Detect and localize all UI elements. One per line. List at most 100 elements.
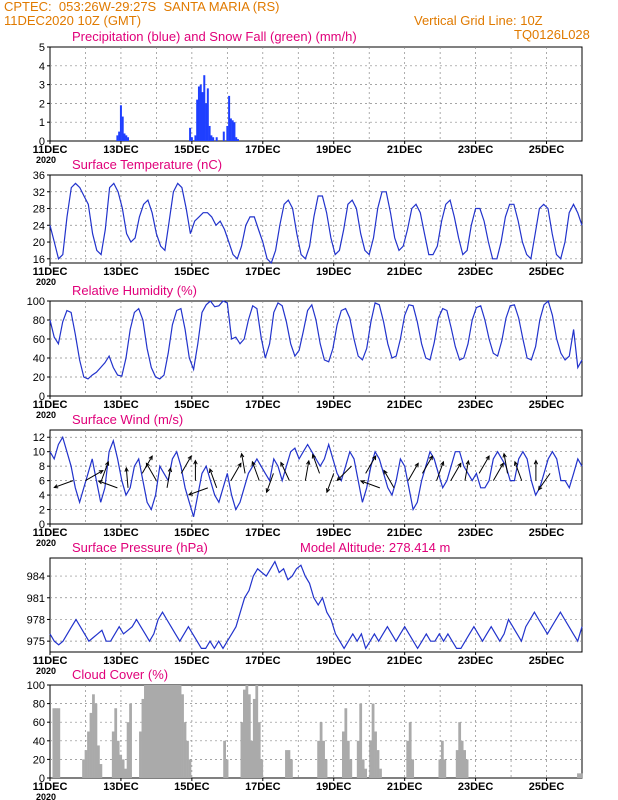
precip-year-label: 2020	[36, 155, 56, 165]
precip-bar	[121, 116, 124, 141]
temp-xtick-label: 23DEC	[458, 266, 494, 278]
precip-ytick-label: 2	[39, 98, 45, 110]
cloud-bar	[411, 759, 415, 778]
rh-ytick-label: 40	[33, 353, 45, 365]
precip-ytick-label: 0	[39, 136, 45, 148]
cloud-bar	[346, 740, 350, 778]
cloud-bar	[173, 685, 177, 778]
pressure-xtick-label: 17DEC	[245, 655, 281, 667]
cloud-bar	[114, 708, 118, 778]
temp-ytick-label: 28	[33, 204, 45, 216]
cloud-year-label: 2020	[36, 792, 56, 800]
cloud-bar	[57, 708, 61, 778]
cloud-xtick-label: 15DEC	[174, 781, 210, 793]
precip-xtick-label: 17DEC	[245, 144, 281, 156]
cloud-bar	[369, 740, 372, 778]
wind-arrow-head	[97, 480, 103, 485]
wind-arrow	[54, 480, 74, 488]
wind-year-label: 2020	[36, 538, 56, 548]
cloud-bar	[361, 759, 365, 778]
precip-bar	[118, 131, 121, 141]
init-time: 11DEC2020 10Z (GMT)	[4, 13, 142, 28]
cloud-bar	[186, 740, 189, 778]
precip-xtick-label: 23DEC	[458, 144, 494, 156]
wind-arrow-head	[359, 480, 366, 485]
cloud-bar	[374, 731, 377, 778]
wind-xtick-label: 13DEC	[103, 527, 139, 539]
temp-ytick-label: 24	[33, 220, 45, 232]
wind-title: Surface Wind (m/s)	[72, 412, 183, 427]
cloud-bar	[94, 703, 98, 778]
wind-arrow	[503, 453, 509, 474]
rh-line	[49, 299, 583, 380]
pressure-title: Surface Pressure (hPa)	[72, 540, 208, 555]
cloud-bar	[87, 731, 90, 778]
precip-bar	[233, 122, 236, 141]
rh-ytick-label: 80	[33, 315, 45, 327]
wind-arrow-head	[485, 455, 490, 461]
cloud-bar	[460, 740, 464, 778]
precip-bar	[197, 86, 200, 141]
temp-xtick-label: 15DEC	[174, 266, 210, 278]
cloud-bar	[161, 685, 165, 778]
cloud-bar	[257, 722, 261, 778]
wind-arrow	[360, 480, 381, 489]
cloud-bar	[319, 722, 323, 778]
wind-ytick-label: 12	[33, 432, 45, 444]
wind-arrow	[407, 463, 419, 481]
cloud-ytick-label: 80	[33, 699, 45, 711]
cloud-bar	[245, 685, 249, 778]
precip-bar	[194, 135, 197, 141]
precip-bar	[236, 139, 239, 141]
precip-bar	[226, 125, 229, 141]
wind-ytick-label: 0	[39, 519, 45, 531]
cloud-bar	[183, 722, 187, 778]
temp-year-label: 2020	[36, 277, 56, 287]
cloud-bar	[141, 698, 145, 778]
grid-note: Vertical Grid Line: 10Z	[414, 13, 543, 28]
pressure-xtick-label: 11DEC	[33, 655, 68, 667]
wind-arrow-head	[514, 460, 519, 466]
cloud-bar	[144, 685, 147, 778]
cloud-bar	[260, 759, 264, 778]
cloud-bar	[158, 685, 162, 778]
wind-xtick-label: 19DEC	[316, 527, 352, 539]
wind-arrow-head	[280, 461, 285, 467]
rh-xtick-label: 15DEC	[174, 399, 210, 411]
wind-arrow-head	[502, 452, 507, 458]
wind-frame	[49, 429, 583, 525]
wind-arrow-head	[148, 455, 153, 461]
cloud-xtick-label: 23DEC	[458, 781, 494, 793]
wind-arrow-head	[414, 462, 419, 468]
pressure-ytick-label: 978	[27, 614, 45, 626]
cloud-xtick-label: 19DEC	[316, 781, 352, 793]
wind-arrow	[436, 461, 444, 481]
wind-arrow-head	[53, 484, 59, 489]
cloud-bar	[240, 722, 244, 778]
temp-line	[49, 182, 583, 265]
cloud-bar	[376, 750, 380, 778]
wind-arrow	[85, 470, 104, 482]
wind-arrow-head	[265, 488, 270, 494]
precip-bar	[196, 99, 199, 141]
wind-arrow	[538, 473, 551, 491]
wind-arrow	[266, 473, 274, 493]
wind-arrow-head	[187, 491, 194, 496]
cloud-xtick-label: 21DEC	[387, 781, 423, 793]
rh-xtick-label: 17DEC	[245, 399, 281, 411]
cloud-bar	[129, 703, 132, 778]
temp-xtick-label: 25DEC	[529, 266, 565, 278]
cloud-bar	[290, 759, 293, 778]
wind-xtick-label: 23DEC	[458, 527, 494, 539]
cloud-bar	[156, 685, 160, 778]
precip-ytick-label: 3	[39, 80, 45, 92]
wind-arrow	[145, 463, 157, 481]
wind-arrow-head	[499, 462, 504, 468]
cloud-bar	[255, 685, 259, 778]
wind-arrow	[125, 467, 129, 488]
cloud-bar	[322, 740, 325, 778]
precip-ytick-label: 1	[39, 117, 45, 129]
cloud-bar	[371, 703, 375, 778]
wind-arrow-head	[187, 455, 192, 461]
temp-xtick-label: 21DEC	[387, 266, 423, 278]
